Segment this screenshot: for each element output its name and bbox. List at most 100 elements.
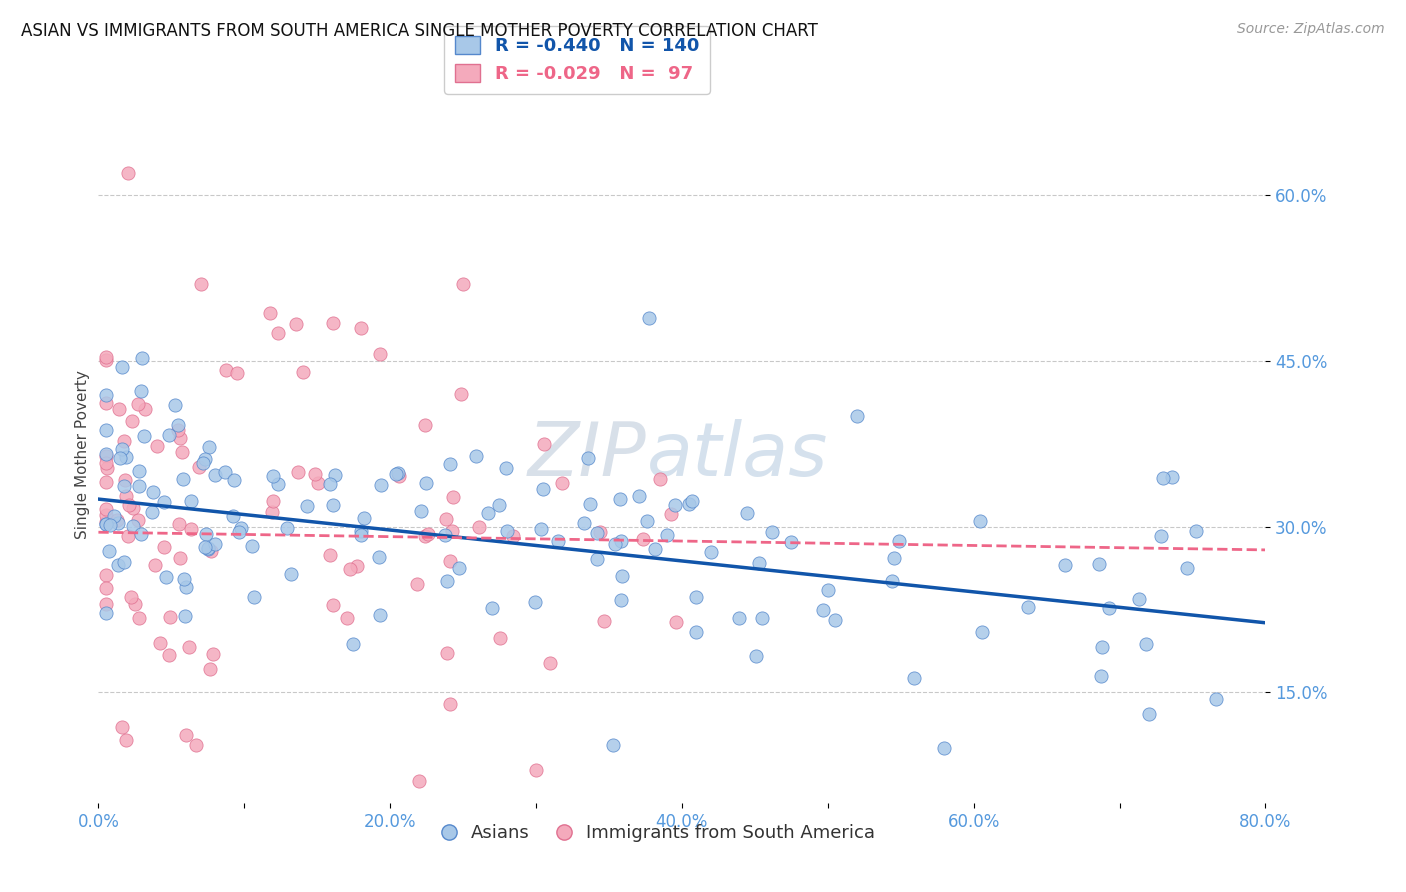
Point [477, 506, 499, 520]
Point [190, 277, 212, 291]
Point [824, 613, 846, 627]
Point [225, 367, 247, 381]
Point [94, 568, 117, 582]
Point [134, 402, 156, 417]
Point [496, 524, 519, 538]
Point [882, 574, 904, 589]
Point [127, 397, 149, 411]
Point [145, 440, 167, 454]
Point [122, 501, 145, 516]
Point [228, 524, 250, 539]
Point [779, 535, 801, 549]
Point [1153, 470, 1175, 484]
Point [240, 539, 263, 553]
Point [451, 277, 474, 291]
Point [648, 472, 671, 486]
Point [589, 524, 612, 539]
Point [110, 450, 132, 465]
Point [318, 477, 340, 491]
Point [1098, 600, 1121, 615]
Point [204, 467, 226, 482]
Point [322, 316, 344, 330]
Point [117, 529, 139, 543]
Point [434, 528, 457, 542]
Point [280, 566, 302, 581]
Point [610, 569, 633, 583]
Point [115, 450, 138, 464]
Point [353, 511, 375, 525]
Point [761, 524, 783, 539]
Text: ZIP: ZIP [529, 419, 647, 491]
Point [434, 512, 457, 526]
Point [191, 456, 214, 470]
Point [94, 456, 117, 470]
Point [1135, 637, 1157, 651]
Point [94, 449, 117, 463]
Point [262, 505, 284, 519]
Point [350, 524, 373, 538]
Point [231, 521, 253, 535]
Point [602, 738, 624, 752]
Point [593, 614, 616, 628]
Point [655, 528, 678, 542]
Point [188, 460, 211, 475]
Point [631, 532, 654, 546]
Point [152, 541, 174, 555]
Point [439, 697, 461, 711]
Point [681, 493, 703, 508]
Point [94, 597, 117, 611]
Point [495, 460, 517, 475]
Point [699, 544, 721, 558]
Point [586, 551, 609, 566]
Point [678, 497, 700, 511]
Point [159, 428, 181, 442]
Point [128, 611, 150, 625]
Point [449, 561, 471, 575]
Point [224, 473, 246, 487]
Point [107, 401, 129, 416]
Point [1054, 558, 1077, 573]
Point [406, 577, 429, 591]
Point [276, 521, 298, 535]
Point [751, 610, 773, 624]
Point [111, 442, 134, 456]
Point [174, 728, 197, 742]
Point [336, 610, 359, 624]
Point [112, 479, 135, 493]
Point [114, 473, 136, 487]
Point [350, 527, 373, 541]
Point [197, 541, 219, 555]
Point [813, 603, 835, 617]
Point [112, 555, 135, 569]
Point [143, 558, 166, 573]
Point [322, 498, 344, 512]
Point [115, 489, 138, 503]
Y-axis label: Single Mother Poverty: Single Mother Poverty [75, 370, 90, 540]
Point [214, 466, 236, 480]
Point [94, 501, 117, 516]
Point [367, 550, 389, 565]
Point [1185, 524, 1208, 538]
Point [107, 558, 129, 573]
Point [685, 590, 707, 604]
Point [385, 467, 408, 481]
Point [745, 648, 768, 663]
Point [418, 526, 440, 541]
Point [180, 522, 202, 536]
Point [94, 350, 117, 364]
Point [155, 569, 177, 583]
Point [934, 740, 956, 755]
Point [665, 615, 688, 630]
Point [728, 611, 751, 625]
Point [322, 598, 344, 612]
Point [576, 450, 599, 465]
Point [610, 534, 633, 549]
Point [468, 520, 491, 534]
Point [350, 321, 373, 335]
Point [1087, 557, 1109, 571]
Point [903, 671, 925, 685]
Point [413, 417, 436, 432]
Point [186, 738, 208, 752]
Point [609, 491, 631, 506]
Point [524, 763, 547, 777]
